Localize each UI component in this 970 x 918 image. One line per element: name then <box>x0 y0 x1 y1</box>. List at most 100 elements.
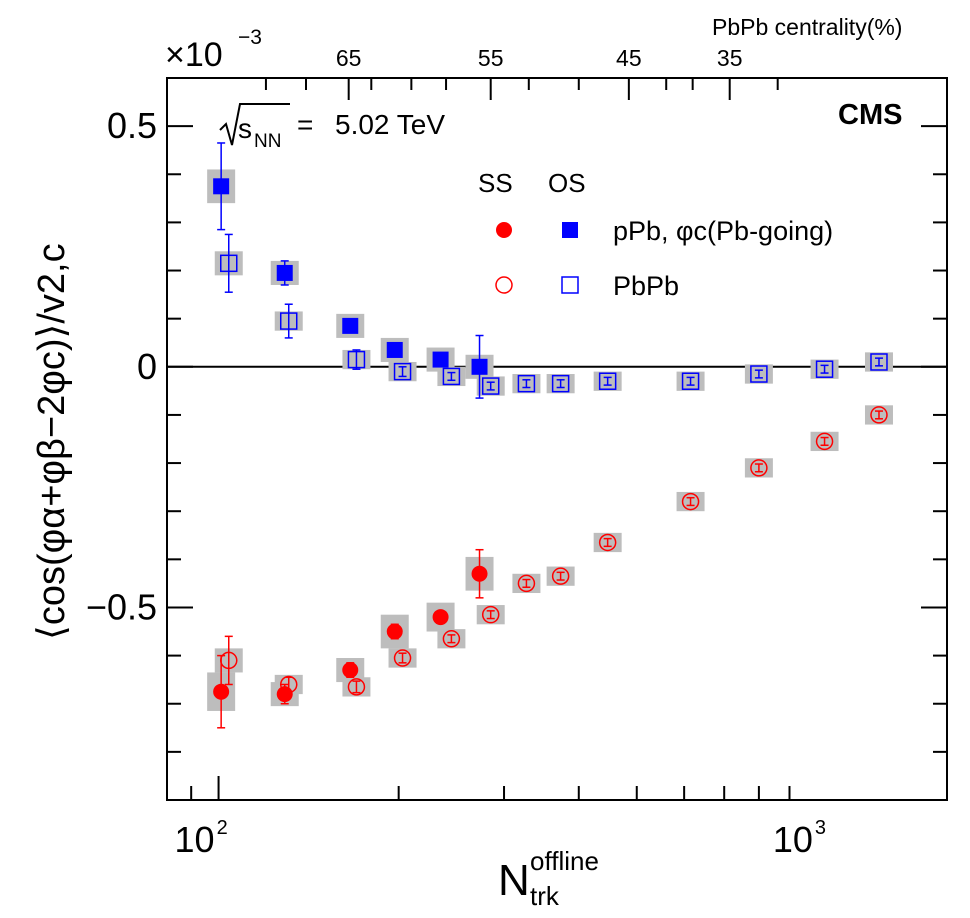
energy-equals: = <box>297 109 313 140</box>
x-tick-label-power: 3 <box>815 817 826 839</box>
top-tick-label: 35 <box>717 45 743 71</box>
data-point <box>279 303 298 339</box>
sqrt-symbol <box>219 103 290 146</box>
data-point <box>815 432 834 451</box>
top-tick-label: 65 <box>336 45 362 71</box>
marker-pbpb-ss <box>517 574 536 593</box>
legend: SS OS pPb, φc(Pb-going) PbPb <box>478 168 833 301</box>
y-exponent-base: ×10 <box>165 36 223 74</box>
marker-ppb-ss <box>432 609 449 626</box>
data-point <box>220 635 238 686</box>
data-point <box>815 360 834 378</box>
data-point <box>481 605 500 624</box>
x-axis-title-sup: offline <box>530 846 599 876</box>
marker-ppb-os <box>432 351 449 368</box>
marker-pbpb-ss <box>815 432 834 451</box>
legend-header-os: OS <box>548 168 586 198</box>
sqrt-s-label: s <box>238 113 252 144</box>
marker-pbpb-ss <box>442 630 461 648</box>
marker-pbpb-ss <box>347 678 366 696</box>
data-point <box>213 654 230 729</box>
marker-pbpb-os <box>442 367 461 386</box>
x-tick-label-base: 10 <box>175 819 215 860</box>
marker-pbpb-ss <box>393 649 412 667</box>
marker-pbpb-os <box>598 372 617 390</box>
data-point <box>279 675 298 694</box>
data-point <box>750 365 768 383</box>
x-tick-label: 10 3 <box>773 817 826 860</box>
legend-marker-ppb-ss <box>496 222 512 238</box>
top-tick-label: 55 <box>478 45 504 71</box>
data-point <box>517 374 536 393</box>
data-point <box>342 317 359 334</box>
legend-marker-ppb-os <box>562 222 578 238</box>
data-point <box>393 649 412 667</box>
x-axis-title-main: N <box>498 856 530 905</box>
marker-pbpb-ss <box>279 675 298 694</box>
data-point <box>432 609 449 626</box>
legend-label-pbpb: PbPb <box>613 271 679 301</box>
data-point <box>551 567 570 585</box>
data-point <box>213 142 230 231</box>
data-point <box>870 406 888 424</box>
legend-label-ppb: pPb, φc(Pb-going) <box>613 216 833 246</box>
data-point <box>471 334 488 399</box>
data-point <box>386 623 403 640</box>
marker-pbpb-os <box>870 353 888 371</box>
sqrt-s-subscript: NN <box>254 131 281 152</box>
marker-pbpb-ss <box>750 459 768 477</box>
data-point <box>551 374 570 393</box>
x-axis-title-sub: trk <box>530 881 560 911</box>
data-point <box>342 662 359 679</box>
energy-annotation: s NN = 5.02 TeV <box>219 103 445 152</box>
x-tick-label: 10 2 <box>175 817 228 860</box>
marker-ppb-os <box>213 178 230 195</box>
marker-ppb-os <box>471 358 488 375</box>
data-point <box>347 678 366 696</box>
y-tick-label: −0.5 <box>86 586 157 627</box>
marker-pbpb-ss <box>870 406 888 424</box>
marker-pbpb-os <box>681 372 700 390</box>
data-point <box>750 459 768 477</box>
marker-pbpb-os <box>347 350 366 369</box>
data-point <box>393 362 412 381</box>
legend-marker-pbpb-ss <box>495 276 513 294</box>
marker-pbpb-ss <box>598 533 617 552</box>
marker-pbpb-os <box>220 254 238 273</box>
marker-ppb-os <box>386 341 403 358</box>
data-point <box>442 367 461 386</box>
top-axis-title: PbPb centrality(%) <box>712 14 902 40</box>
marker-pbpb-ss <box>681 492 700 511</box>
data-point <box>870 353 888 371</box>
data-point <box>517 574 536 593</box>
y-exponent: ×10 −3 <box>165 26 262 74</box>
marker-pbpb-os <box>815 360 834 378</box>
x-tick-label-base: 10 <box>773 819 813 860</box>
data-point <box>386 341 403 358</box>
marker-ppb-ss <box>342 662 359 679</box>
marker-pbpb-os <box>517 374 536 393</box>
data-point <box>276 260 293 286</box>
data-point <box>347 349 366 370</box>
experiment-label: CMS <box>838 99 902 131</box>
data-point <box>432 351 449 368</box>
marker-pbpb-os <box>551 374 570 393</box>
marker-ppb-ss <box>386 623 403 640</box>
data-point <box>598 533 617 552</box>
data-point <box>442 630 461 648</box>
marker-pbpb-os <box>750 365 768 383</box>
marker-pbpb-ss <box>551 567 570 585</box>
plot-frame <box>166 77 948 801</box>
legend-marker-pbpb-os <box>561 276 579 294</box>
data-point <box>220 233 238 293</box>
marker-pbpb-ss <box>481 605 500 624</box>
y-exponent-power: −3 <box>238 26 262 49</box>
x-tick-label-power: 2 <box>217 817 228 839</box>
y-tick-label: 0.5 <box>107 105 157 146</box>
data-point <box>681 492 700 511</box>
data-point <box>681 372 700 390</box>
legend-header-ss: SS <box>478 168 513 198</box>
top-tick-label: 45 <box>616 45 642 71</box>
marker-ppb-ss <box>213 683 230 700</box>
